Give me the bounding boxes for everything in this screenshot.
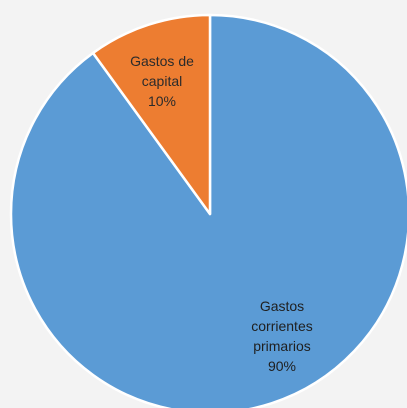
pie-label-1: Gastos de capital 10% xyxy=(130,53,194,109)
pie-slices xyxy=(9,13,407,408)
pie-labels: Gastos corrientes primarios 90% Gastos de cap… xyxy=(130,53,313,374)
pie-label-0: Gastos corrientes primarios 90% xyxy=(251,298,312,374)
pie-slice-1 xyxy=(91,13,212,216)
pie-slice-0 xyxy=(9,13,407,408)
